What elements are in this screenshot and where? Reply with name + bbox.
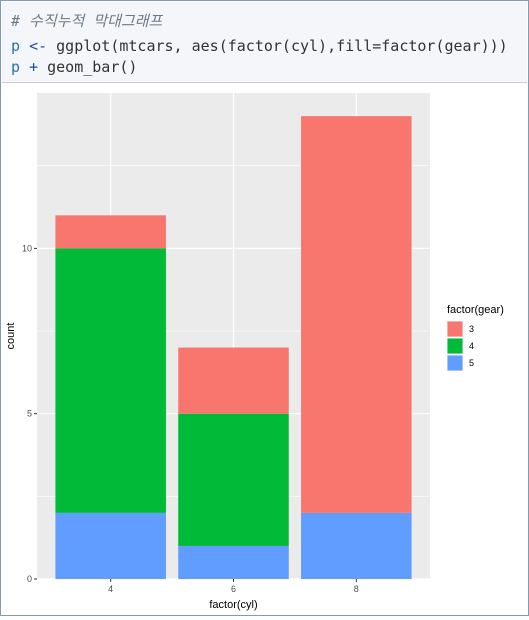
bars xyxy=(55,116,412,579)
x-tick-label: 8 xyxy=(354,584,359,594)
y-axis-label: count xyxy=(5,323,17,350)
code-var: p xyxy=(11,37,21,55)
bar-segment xyxy=(178,347,289,414)
legend-swatch xyxy=(447,355,463,371)
code-panel: # 수직누적 막대그래프 p <- ggplot(mtcars, aes(fac… xyxy=(2,2,527,83)
code-ggplot-call: ggplot(mtcars, aes(factor(cyl),fill=fact… xyxy=(47,37,508,55)
x-tick-label: 4 xyxy=(108,584,113,594)
code-comment: # 수직누적 막대그래프 xyxy=(11,12,163,30)
x-axis-ticks: 4 6 8 xyxy=(108,579,359,594)
code-line-geom: p + geom_bar() xyxy=(11,58,137,76)
y-tick-label: 5 xyxy=(27,409,32,419)
bar-segment xyxy=(178,545,289,579)
bar-segment xyxy=(55,512,166,579)
bar-segment xyxy=(301,116,412,513)
legend-label: 4 xyxy=(469,341,474,351)
legend-swatch xyxy=(447,338,463,354)
legend: factor(gear) 3 4 5 xyxy=(447,304,504,371)
legend-title: factor(gear) xyxy=(447,304,504,316)
bar-segment xyxy=(55,248,166,513)
y-axis-ticks: 0 5 10 xyxy=(22,243,37,584)
bar-segment xyxy=(178,413,289,546)
code-geom-call: geom_bar() xyxy=(38,58,138,76)
bar-segment xyxy=(301,512,412,579)
x-axis-label: factor(cyl) xyxy=(209,599,257,611)
x-tick-label: 6 xyxy=(231,584,236,594)
stacked-bar-chart: 0 5 10 4 6 8 count factor(cyl) factor(gear) … xyxy=(5,93,504,611)
code-assign-op: <- xyxy=(29,37,48,55)
y-tick-label: 0 xyxy=(27,574,32,584)
code-var: p xyxy=(11,58,21,76)
y-tick-label: 10 xyxy=(22,243,32,253)
code-plus-op: + xyxy=(29,58,39,76)
legend-label: 3 xyxy=(469,324,474,334)
code-line-ggplot: p <- ggplot(mtcars, aes(factor(cyl),fill… xyxy=(11,37,508,55)
plot-area: 0 5 10 4 6 8 count factor(cyl) factor(gear) … xyxy=(1,83,528,615)
legend-label: 5 xyxy=(469,358,474,368)
bar-segment xyxy=(55,215,166,249)
legend-swatch xyxy=(447,321,463,337)
